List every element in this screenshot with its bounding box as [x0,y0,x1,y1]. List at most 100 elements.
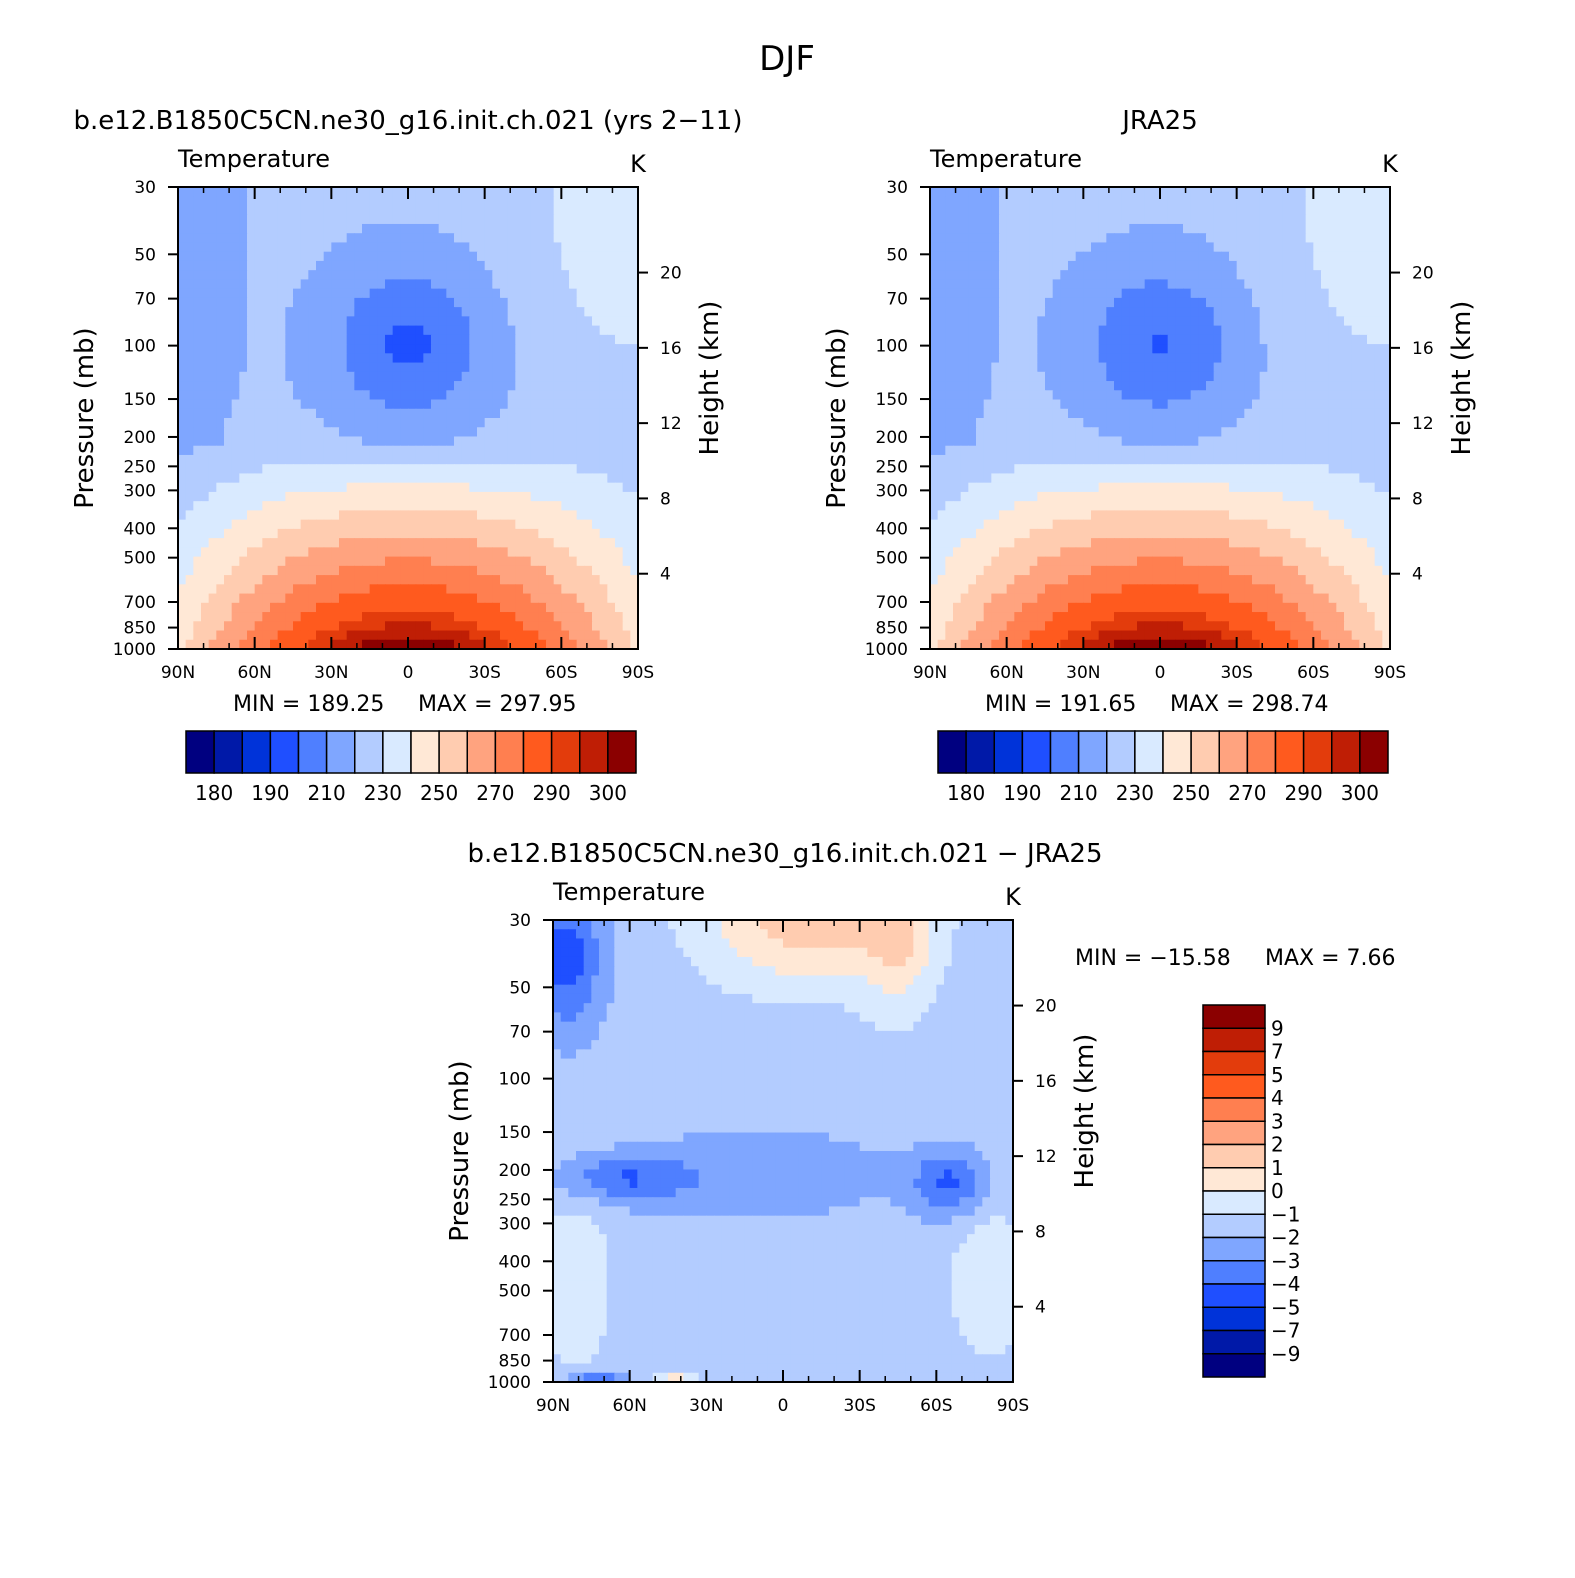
field-cell [461,251,470,262]
field-cell [454,251,463,262]
field-cell [285,454,294,465]
field-cell [461,187,470,197]
field-cell [1144,316,1153,327]
field-cell [615,602,624,613]
field-cell [231,297,240,308]
field-cell [1221,436,1230,447]
field-cell [369,584,378,595]
field-cell [1060,205,1069,216]
field-cell [477,528,486,539]
field-cell [1328,334,1337,345]
field-cell [1290,334,1299,345]
field-cell [569,334,578,345]
field-cell [415,519,424,530]
field-cell [530,565,539,576]
field-cell [1282,214,1291,225]
y-tick-label: 250 [124,457,156,477]
field-cell [553,436,562,447]
field-cell [1037,344,1046,354]
field-cell [1206,205,1215,216]
field-cell [1298,307,1307,317]
field-cell [316,556,325,567]
field-cell [293,575,302,585]
field-cell [599,621,608,632]
field-cell [216,612,225,622]
field-cell [1321,371,1330,382]
field-cell [1175,334,1184,345]
field-cell [477,565,486,576]
field-cell [469,205,478,216]
field-cell [1198,279,1207,290]
field-cell [354,214,363,225]
field-cell [492,427,501,438]
field-cell [599,408,608,419]
field-cell [1351,399,1360,410]
field-cell [216,307,225,317]
field-cell [576,454,585,465]
field-cell [1351,288,1360,299]
field-cell [1305,427,1314,438]
field-cell [622,491,631,502]
field-cell [1359,297,1368,308]
field-cell [239,482,248,493]
field-cell [239,538,248,548]
field-cell [369,279,378,290]
field-cell [461,214,470,225]
field-cell [1229,205,1238,216]
field-cell [354,519,363,530]
field-cell [607,214,616,225]
field-cell [576,473,585,484]
field-cell [385,316,394,327]
field-cell [354,593,363,604]
field-cell [400,251,409,262]
field-cell [538,630,547,641]
field-cell [1129,214,1138,225]
field-cell [1267,408,1276,419]
field-cell [1259,205,1268,216]
field-cell [454,519,463,530]
field-cell [1229,316,1238,327]
field-cell [408,418,417,428]
field-cell [999,464,1008,475]
field-cell [1321,205,1330,216]
field-cell [1014,196,1023,207]
field-cell [185,316,194,327]
field-cell [1045,223,1054,234]
field-cell [339,464,348,475]
field-cell [316,325,325,336]
field-cell [178,408,187,419]
field-cell [1129,381,1138,391]
field-cell [538,390,547,401]
field-cell [1367,362,1376,373]
field-cell [576,547,585,558]
field-cell [346,639,355,650]
field-cell [1236,371,1245,382]
field-cell [178,307,187,317]
field-cell [339,427,348,438]
field-cell [354,288,363,299]
field-cell [1052,362,1061,373]
field-cell [983,196,992,207]
field-cell [201,630,210,641]
field-cell [201,381,210,391]
field-cell [937,307,946,317]
field-cell [1029,344,1038,354]
field-cell [231,547,240,558]
field-cell [576,565,585,576]
field-cell [530,454,539,465]
field-cell [446,593,455,604]
units-label: K [630,150,647,178]
field-cell [1382,436,1391,447]
field-cell [1106,408,1115,419]
field-cell [377,593,386,604]
field-cell [1045,233,1054,244]
field-cell [331,344,340,354]
field-cell [599,556,608,567]
field-cell [515,381,524,391]
field-cell [446,279,455,290]
field-cell [945,418,954,428]
field-cell [254,482,263,493]
field-cell [446,602,455,613]
field-cell [1106,454,1115,465]
field-cell [523,325,532,336]
